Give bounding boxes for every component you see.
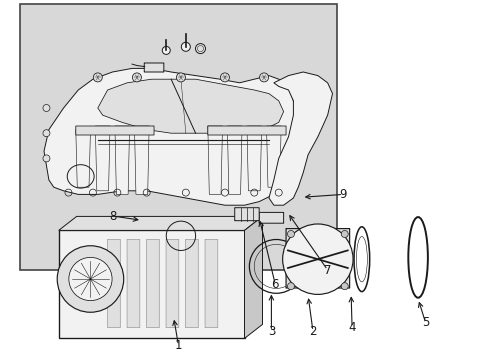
Polygon shape [207,126,222,194]
Polygon shape [227,126,242,194]
Text: 5: 5 [421,316,428,329]
Text: 2: 2 [308,325,316,338]
FancyBboxPatch shape [207,126,285,135]
Circle shape [282,224,352,294]
Circle shape [132,73,141,82]
Circle shape [195,44,205,54]
Polygon shape [98,79,283,133]
Text: 6: 6 [271,278,279,291]
Polygon shape [268,72,332,205]
Text: 3: 3 [267,325,275,338]
FancyBboxPatch shape [107,239,120,328]
FancyBboxPatch shape [127,239,140,328]
Text: 4: 4 [347,321,355,334]
FancyBboxPatch shape [166,239,179,328]
Polygon shape [266,126,281,187]
Text: 8: 8 [108,210,116,222]
Circle shape [287,230,294,238]
FancyBboxPatch shape [144,63,163,72]
FancyBboxPatch shape [285,229,349,288]
Text: 7: 7 [323,264,331,276]
Circle shape [341,283,347,290]
Circle shape [93,73,102,82]
Polygon shape [246,126,261,191]
FancyBboxPatch shape [204,239,217,328]
Circle shape [43,104,50,112]
Circle shape [259,73,268,82]
Circle shape [341,230,347,238]
Circle shape [162,46,170,54]
FancyBboxPatch shape [185,239,198,328]
Circle shape [181,42,190,51]
FancyBboxPatch shape [146,239,159,328]
Circle shape [220,73,229,82]
FancyBboxPatch shape [234,208,259,221]
FancyBboxPatch shape [76,126,154,135]
Polygon shape [115,126,129,194]
FancyBboxPatch shape [20,4,337,270]
Circle shape [287,283,294,290]
Text: 1: 1 [174,339,182,352]
Circle shape [176,73,185,82]
FancyBboxPatch shape [59,230,244,338]
FancyBboxPatch shape [259,212,283,223]
Polygon shape [244,216,262,338]
Polygon shape [59,216,262,230]
Circle shape [57,246,123,312]
Polygon shape [76,130,90,187]
Text: 9: 9 [339,188,346,201]
Circle shape [43,155,50,162]
Circle shape [43,130,50,137]
Circle shape [69,257,112,301]
Polygon shape [134,126,149,194]
Polygon shape [95,126,110,191]
Polygon shape [44,68,298,205]
